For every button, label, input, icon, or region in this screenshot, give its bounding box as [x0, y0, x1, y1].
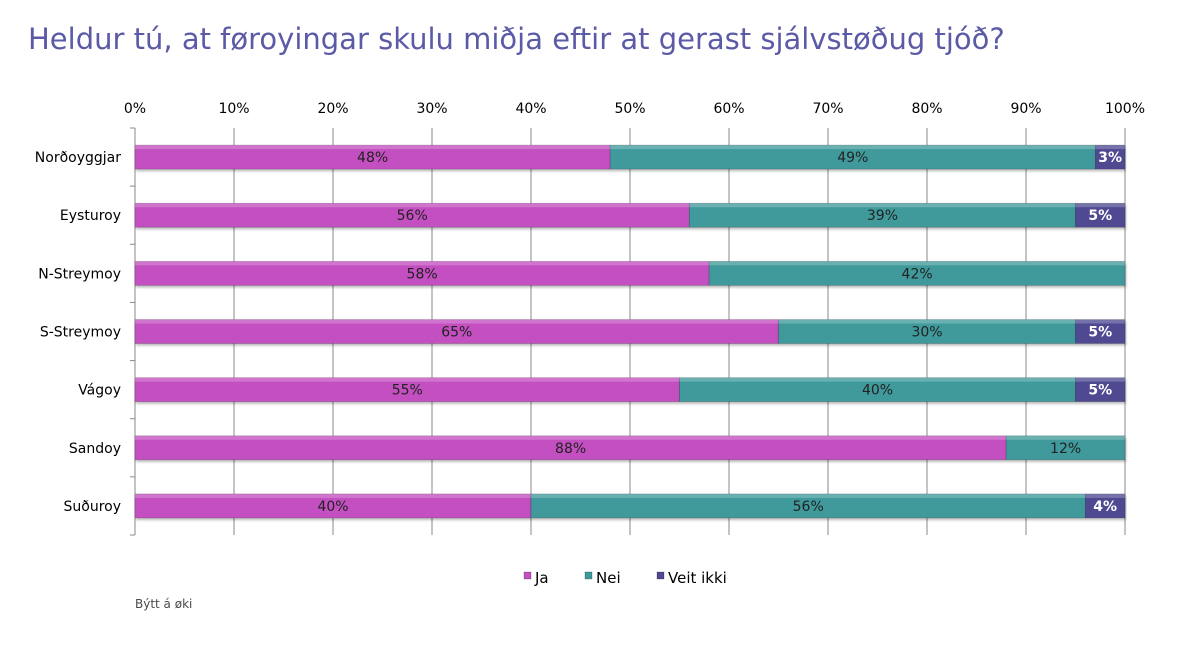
- bar-segment: [1005, 435, 1126, 461]
- data-label: 49%: [837, 150, 868, 166]
- bar-highlight: [1006, 435, 1125, 440]
- x-tick-label: 0%: [124, 101, 146, 117]
- bar-segment: [530, 493, 1086, 519]
- bar-segment: [1085, 493, 1126, 519]
- data-label: 65%: [441, 325, 472, 341]
- data-label: 5%: [1088, 383, 1112, 399]
- data-label: 40%: [317, 499, 348, 515]
- bar-highlight: [610, 145, 1096, 150]
- bar-highlight: [778, 319, 1076, 324]
- data-label: 5%: [1088, 325, 1112, 341]
- bar-highlight: [679, 377, 1076, 382]
- bar-segment: [689, 202, 1076, 228]
- bar-segment: [134, 377, 680, 402]
- bar-segment: [134, 202, 690, 228]
- category-label: Vágoy: [78, 383, 121, 399]
- bar-highlight: [135, 203, 690, 208]
- data-label: 39%: [867, 208, 898, 224]
- category-label: Suðuroy: [64, 499, 122, 515]
- bar-segment: [134, 435, 1007, 461]
- legend-swatch: [656, 571, 665, 580]
- x-tick-label: 100%: [1105, 101, 1145, 117]
- bar-highlight: [531, 493, 1086, 498]
- category-label: S-Streymoy: [40, 325, 121, 341]
- x-tick-label: 40%: [515, 101, 546, 117]
- data-label: 56%: [397, 208, 428, 224]
- bar-segment: [1075, 319, 1126, 344]
- category-label: Eysturoy: [60, 208, 121, 224]
- x-tick-label: 90%: [1010, 101, 1041, 117]
- bar-highlight: [709, 261, 1125, 266]
- footnote: Býtt á øki: [135, 597, 193, 611]
- category-label: N-Streymoy: [38, 266, 121, 282]
- x-tick-label: 30%: [416, 101, 447, 117]
- bar-highlight: [1075, 203, 1125, 208]
- axes: 0% 10% 20% 30% 40% 50% 60% 70% 80% 90% 100% Norðoyg…: [35, 101, 1145, 536]
- data-label: 58%: [407, 266, 438, 282]
- bar-segment: [708, 261, 1126, 286]
- legend-label: Ja: [534, 569, 549, 587]
- data-label: 5%: [1088, 208, 1112, 224]
- bar-segment: [1075, 377, 1126, 402]
- data-label: 48%: [357, 150, 388, 166]
- x-tick-label: 10%: [218, 101, 249, 117]
- bar-highlight: [135, 145, 611, 150]
- data-label: 3%: [1098, 150, 1122, 166]
- legend-swatch: [523, 571, 532, 580]
- category-label: Norðoyggjar: [35, 150, 121, 166]
- bar-highlight: [1095, 145, 1125, 150]
- legend-label: Veit ikki: [668, 569, 727, 587]
- bar-highlight: [689, 203, 1076, 208]
- bar-segment: [778, 319, 1076, 344]
- bar-highlight: [135, 493, 531, 498]
- bar-highlight: [1085, 493, 1125, 498]
- bar-highlight: [135, 377, 680, 382]
- bar-segment: [609, 144, 1096, 170]
- legend-label: Nei: [596, 569, 621, 587]
- bar-highlight: [1075, 377, 1125, 382]
- x-tick-label: 70%: [812, 101, 843, 117]
- category-label: Sandoy: [69, 441, 121, 457]
- x-tick-label: 80%: [911, 101, 942, 117]
- bar-segment: [1095, 144, 1126, 170]
- bar-highlight: [135, 435, 1007, 440]
- x-tick-label: 50%: [614, 101, 645, 117]
- legend-swatch: [584, 571, 593, 580]
- chart-title: Heldur tú, at føroyingar skulu miðja eft…: [28, 22, 1005, 56]
- data-label: 4%: [1093, 499, 1117, 515]
- x-tick-label: 20%: [317, 101, 348, 117]
- bar-segment: [1075, 202, 1126, 228]
- bar-segment: [134, 144, 611, 170]
- data-label: 56%: [793, 499, 824, 515]
- data-label: 30%: [911, 325, 942, 341]
- data-label: 88%: [555, 441, 586, 457]
- bar-highlight: [135, 319, 779, 324]
- bar-segment: [134, 261, 710, 286]
- bar-highlight: [135, 261, 710, 266]
- bar-segment: [134, 319, 779, 344]
- data-label: 55%: [392, 383, 423, 399]
- bar-highlight: [1075, 319, 1125, 324]
- legend: Ja Nei Veit ikki: [523, 569, 727, 587]
- x-tick-label: 60%: [713, 101, 744, 117]
- bars: [134, 144, 1126, 519]
- data-labels: 48% 49% 3% 56% 39% 5% 58% 42% 65% 30% 5% 55% 40% 5% 88…: [317, 150, 1122, 515]
- data-label: 42%: [902, 266, 933, 282]
- bar-segment: [679, 377, 1076, 402]
- data-label: 12%: [1050, 441, 1081, 457]
- data-label: 40%: [862, 383, 893, 399]
- bar-segment: [134, 493, 532, 519]
